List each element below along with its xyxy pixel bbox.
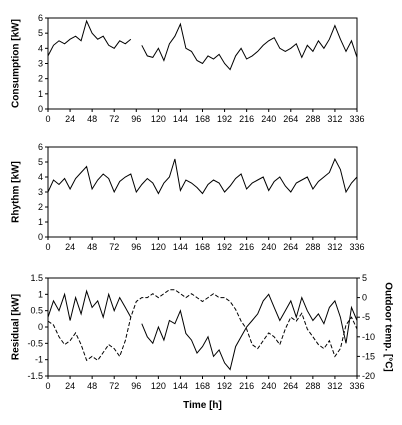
y2-axis-label: Outdoor temp. [°C] — [382, 282, 393, 372]
x-tick-label: 192 — [217, 381, 232, 391]
x-tick-label: 24 — [65, 114, 75, 124]
x-tick-label: 144 — [173, 381, 188, 391]
y-tick-label: 0 — [38, 322, 43, 332]
data-line — [47, 289, 358, 371]
y-tick-label: -0.5 — [27, 338, 43, 348]
data-line — [47, 19, 358, 71]
y-tick-label: 0.5 — [30, 306, 43, 316]
x-tick-label: 288 — [305, 381, 320, 391]
y-axis-label: Consumption [kW] — [11, 19, 22, 108]
x-tick-label: 120 — [151, 242, 166, 252]
y-tick-label: 4 — [38, 43, 43, 53]
x-tick-label: 144 — [173, 114, 188, 124]
y-tick-label: 2 — [38, 74, 43, 84]
x-tick-label: 168 — [195, 242, 210, 252]
x-tick-label: 216 — [239, 114, 254, 124]
y-tick-label: 1 — [38, 289, 43, 299]
x-tick-label: 288 — [305, 114, 320, 124]
y2-tick-label: -15 — [362, 351, 375, 361]
x-tick-label: 312 — [327, 114, 342, 124]
x-tick-label: 312 — [327, 242, 342, 252]
x-tick-label: 264 — [283, 381, 298, 391]
x-tick-label: 240 — [261, 114, 276, 124]
x-tick-label: 144 — [173, 242, 188, 252]
y-tick-label: 6 — [38, 13, 43, 23]
x-tick-label: 336 — [349, 242, 364, 252]
x-tick-label: 168 — [195, 114, 210, 124]
y-tick-label: 1 — [38, 217, 43, 227]
y-tick-label: -1.5 — [27, 371, 43, 381]
y-tick-label: 5 — [38, 28, 43, 38]
y-tick-label: 1 — [38, 89, 43, 99]
data-line — [47, 289, 358, 362]
x-tick-label: 336 — [349, 381, 364, 391]
x-tick-label: 0 — [45, 114, 50, 124]
x-tick-label: 24 — [65, 381, 75, 391]
y2-tick-label: -10 — [362, 332, 375, 342]
x-tick-label: 48 — [87, 114, 97, 124]
x-tick-label: 24 — [65, 242, 75, 252]
x-tick-label: 48 — [87, 242, 97, 252]
x-tick-label: 288 — [305, 242, 320, 252]
x-tick-label: 0 — [45, 381, 50, 391]
y-tick-label: 0 — [38, 232, 43, 242]
y2-tick-label: 5 — [362, 273, 367, 283]
x-tick-label: 192 — [217, 242, 232, 252]
x-tick-label: 96 — [131, 381, 141, 391]
y2-tick-label: -5 — [362, 312, 370, 322]
x-tick-label: 72 — [109, 242, 119, 252]
x-tick-label: 264 — [283, 114, 298, 124]
y-tick-label: 6 — [38, 142, 43, 152]
x-tick-label: 72 — [109, 114, 119, 124]
x-tick-label: 96 — [131, 114, 141, 124]
x-tick-label: 312 — [327, 381, 342, 391]
x-tick-label: 48 — [87, 381, 97, 391]
y-axis-label: Residual [kW] — [11, 294, 22, 360]
y-tick-label: 0 — [38, 104, 43, 114]
y-tick-label: 1.5 — [30, 273, 43, 283]
x-tick-label: 216 — [239, 381, 254, 391]
x-tick-label: 96 — [131, 242, 141, 252]
y-tick-label: 3 — [38, 187, 43, 197]
y-tick-label: 3 — [38, 59, 43, 69]
y-tick-label: -1 — [35, 355, 43, 365]
x-tick-label: 336 — [349, 114, 364, 124]
x-tick-label: 168 — [195, 381, 210, 391]
x-tick-label: 240 — [261, 381, 276, 391]
y-tick-label: 2 — [38, 202, 43, 212]
y2-tick-label: 0 — [362, 293, 367, 303]
x-tick-label: 120 — [151, 381, 166, 391]
x-tick-label: 72 — [109, 381, 119, 391]
x-tick-label: 264 — [283, 242, 298, 252]
x-axis-label: Time [h] — [183, 400, 222, 411]
y-tick-label: 5 — [38, 157, 43, 167]
data-line — [47, 157, 358, 195]
x-tick-label: 240 — [261, 242, 276, 252]
y-tick-label: 4 — [38, 172, 43, 182]
y2-tick-label: -20 — [362, 371, 375, 381]
plot-frame — [47, 277, 358, 377]
plot-frame — [47, 146, 358, 238]
x-tick-label: 216 — [239, 242, 254, 252]
x-tick-label: 0 — [45, 242, 50, 252]
x-tick-label: 120 — [151, 114, 166, 124]
y-axis-label: Rhythm [kW] — [11, 161, 22, 223]
x-tick-label: 192 — [217, 114, 232, 124]
